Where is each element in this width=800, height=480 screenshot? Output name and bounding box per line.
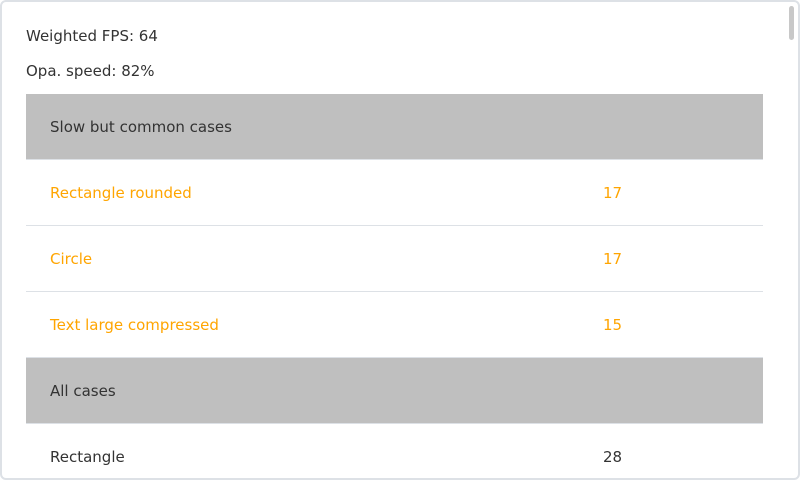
table-row: Rectangle rounded 17 bbox=[26, 160, 763, 226]
section-title: All cases bbox=[50, 382, 116, 400]
case-fps: 17 bbox=[603, 250, 623, 268]
section-title: Slow but common cases bbox=[50, 118, 232, 136]
table-row: Circle 17 bbox=[26, 226, 763, 292]
case-fps: 28 bbox=[603, 448, 623, 466]
section-header-all: All cases bbox=[26, 358, 763, 424]
results-table: Slow but common cases Rectangle rounded … bbox=[26, 94, 763, 478]
section-header-slow: Slow but common cases bbox=[26, 94, 763, 160]
case-name: Rectangle bbox=[50, 448, 125, 466]
case-name: Rectangle rounded bbox=[50, 184, 192, 202]
opa-speed: Opa. speed: 82% bbox=[26, 62, 155, 80]
table-row: Rectangle 28 bbox=[26, 424, 763, 478]
case-name: Circle bbox=[50, 250, 93, 268]
table-row: Text large compressed 15 bbox=[26, 292, 763, 358]
case-fps: 15 bbox=[603, 316, 623, 334]
case-fps: 17 bbox=[603, 184, 623, 202]
case-name: Text large compressed bbox=[50, 316, 219, 334]
weighted-fps: Weighted FPS: 64 bbox=[26, 27, 158, 45]
scrollbar[interactable] bbox=[789, 6, 794, 40]
